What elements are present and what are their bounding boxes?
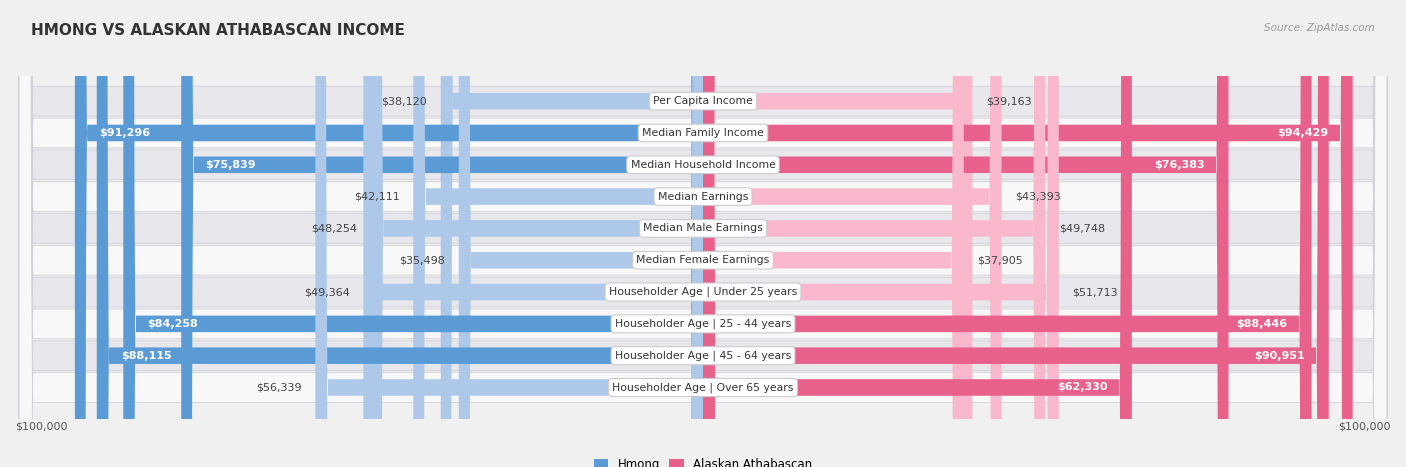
FancyBboxPatch shape: [703, 0, 1353, 467]
FancyBboxPatch shape: [703, 0, 1132, 467]
Text: Householder Age | Over 65 years: Householder Age | Over 65 years: [612, 382, 794, 393]
Text: $90,951: $90,951: [1254, 351, 1305, 361]
Text: $43,393: $43,393: [1015, 191, 1062, 202]
Text: $51,713: $51,713: [1073, 287, 1118, 297]
FancyBboxPatch shape: [703, 0, 1229, 467]
Text: Median Earnings: Median Earnings: [658, 191, 748, 202]
FancyBboxPatch shape: [703, 0, 963, 467]
FancyBboxPatch shape: [703, 0, 1059, 467]
Text: $39,163: $39,163: [986, 96, 1032, 106]
FancyBboxPatch shape: [315, 0, 703, 467]
FancyBboxPatch shape: [181, 0, 703, 467]
FancyBboxPatch shape: [703, 0, 1329, 467]
Text: $37,905: $37,905: [977, 255, 1024, 265]
FancyBboxPatch shape: [703, 0, 1001, 467]
Text: $88,115: $88,115: [121, 351, 172, 361]
Text: $84,258: $84,258: [148, 319, 198, 329]
Text: Householder Age | 45 - 64 years: Householder Age | 45 - 64 years: [614, 350, 792, 361]
Text: Per Capita Income: Per Capita Income: [652, 96, 754, 106]
Text: $42,111: $42,111: [354, 191, 399, 202]
Text: $35,498: $35,498: [399, 255, 446, 265]
FancyBboxPatch shape: [20, 0, 1386, 467]
FancyBboxPatch shape: [20, 0, 1386, 467]
Text: $49,364: $49,364: [304, 287, 350, 297]
FancyBboxPatch shape: [703, 0, 973, 467]
FancyBboxPatch shape: [124, 0, 703, 467]
FancyBboxPatch shape: [413, 0, 703, 467]
Text: $75,839: $75,839: [205, 160, 256, 170]
Text: Source: ZipAtlas.com: Source: ZipAtlas.com: [1264, 23, 1375, 33]
FancyBboxPatch shape: [440, 0, 703, 467]
Text: $100,000: $100,000: [15, 422, 67, 432]
FancyBboxPatch shape: [363, 0, 703, 467]
FancyBboxPatch shape: [703, 0, 1312, 467]
FancyBboxPatch shape: [371, 0, 703, 467]
Text: $94,429: $94,429: [1277, 128, 1329, 138]
Text: $62,330: $62,330: [1057, 382, 1108, 392]
Text: HMONG VS ALASKAN ATHABASCAN INCOME: HMONG VS ALASKAN ATHABASCAN INCOME: [31, 23, 405, 38]
Text: $48,254: $48,254: [311, 223, 357, 234]
Text: $88,446: $88,446: [1236, 319, 1288, 329]
FancyBboxPatch shape: [20, 0, 1386, 467]
Text: Median Family Income: Median Family Income: [643, 128, 763, 138]
Text: Householder Age | 25 - 44 years: Householder Age | 25 - 44 years: [614, 318, 792, 329]
FancyBboxPatch shape: [20, 0, 1386, 467]
FancyBboxPatch shape: [20, 0, 1386, 467]
FancyBboxPatch shape: [75, 0, 703, 467]
FancyBboxPatch shape: [20, 0, 1386, 467]
Text: $76,383: $76,383: [1154, 160, 1205, 170]
FancyBboxPatch shape: [458, 0, 703, 467]
Text: $56,339: $56,339: [256, 382, 302, 392]
Text: Median Male Earnings: Median Male Earnings: [643, 223, 763, 234]
Text: $100,000: $100,000: [1339, 422, 1391, 432]
FancyBboxPatch shape: [20, 0, 1386, 467]
FancyBboxPatch shape: [20, 0, 1386, 467]
Text: $91,296: $91,296: [98, 128, 150, 138]
Legend: Hmong, Alaskan Athabascan: Hmong, Alaskan Athabascan: [589, 453, 817, 467]
FancyBboxPatch shape: [703, 0, 1045, 467]
FancyBboxPatch shape: [97, 0, 703, 467]
FancyBboxPatch shape: [20, 0, 1386, 467]
Text: Median Female Earnings: Median Female Earnings: [637, 255, 769, 265]
FancyBboxPatch shape: [20, 0, 1386, 467]
Text: $38,120: $38,120: [381, 96, 427, 106]
Text: Median Household Income: Median Household Income: [630, 160, 776, 170]
Text: $49,748: $49,748: [1059, 223, 1105, 234]
Text: Householder Age | Under 25 years: Householder Age | Under 25 years: [609, 287, 797, 297]
